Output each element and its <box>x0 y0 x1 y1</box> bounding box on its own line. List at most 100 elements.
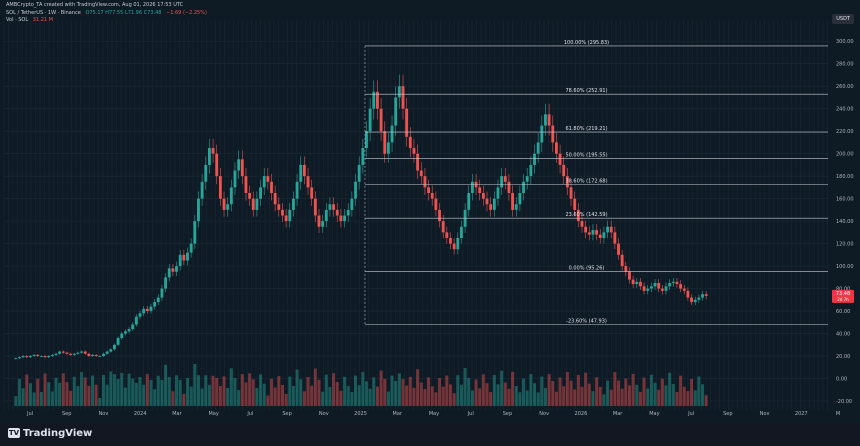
volume-bar <box>438 378 442 406</box>
volume-bar <box>259 374 263 406</box>
fib-level-label: 61.80% (219.21) <box>565 126 607 132</box>
candle-body <box>244 176 248 194</box>
candle-body <box>321 221 325 227</box>
volume-bar <box>481 374 485 406</box>
volume-bar <box>690 379 694 406</box>
x-tick-label: 2025 <box>354 411 367 417</box>
volume-bar <box>660 378 664 406</box>
y-tick-label: 280.00 <box>836 62 854 68</box>
volume-bar <box>598 386 602 406</box>
candle-body <box>266 176 270 182</box>
candle-body <box>197 198 200 222</box>
fib-level-label: 78.60% (252.91) <box>565 88 607 94</box>
candle-body <box>127 329 131 332</box>
candle-body <box>299 164 303 182</box>
volume-bar <box>357 385 361 406</box>
candle-body <box>368 108 372 132</box>
volume-bar <box>182 393 186 406</box>
candle-body <box>156 297 160 303</box>
volume-bar <box>664 385 668 406</box>
candle-body <box>383 131 387 154</box>
candle-body <box>295 181 299 199</box>
candle-body <box>72 353 76 355</box>
candle-body <box>113 344 116 350</box>
volume-bar <box>255 388 259 406</box>
y-tick-label: 100.00 <box>836 264 854 270</box>
candle-body <box>518 193 522 205</box>
candle-body <box>211 148 215 154</box>
candle-body <box>270 181 273 194</box>
volume-bar <box>573 389 577 406</box>
candle-body <box>631 279 635 285</box>
candle-body <box>635 281 639 285</box>
volume-bar <box>123 387 127 406</box>
volume-bar <box>580 386 584 406</box>
candle-body <box>617 243 620 255</box>
candle-body <box>14 358 18 360</box>
candle-body <box>189 243 193 253</box>
candle-body <box>478 187 482 194</box>
candle-body <box>255 198 259 210</box>
candle-body <box>693 299 697 303</box>
volume-bar <box>295 369 299 406</box>
candle-body <box>109 349 113 352</box>
candle-body <box>642 286 646 291</box>
y-tick-label: 0.00 <box>836 377 847 383</box>
volume-bar <box>470 390 474 406</box>
volume-bar <box>642 377 646 406</box>
candle-body <box>357 164 361 182</box>
volume-bar <box>631 373 635 406</box>
candle-body <box>452 243 456 250</box>
volume-bar <box>704 395 708 406</box>
candle-body <box>602 232 606 238</box>
volume-bar <box>127 373 131 406</box>
tradingview-logo[interactable]: TV TradingView <box>8 428 92 439</box>
candle-body <box>215 153 219 177</box>
candle-body <box>686 290 690 298</box>
y-tick-label: 260.00 <box>836 84 854 90</box>
x-tick-label: 2026 <box>575 411 588 417</box>
volume-bar <box>562 386 566 406</box>
volume-bar <box>693 390 697 406</box>
candle-body <box>226 204 230 210</box>
candle-body <box>87 353 91 357</box>
volume-bar <box>112 374 116 406</box>
volume-bar <box>54 377 58 406</box>
volume-bar <box>390 375 394 406</box>
candle-body <box>496 187 500 199</box>
volume-bar <box>379 370 383 406</box>
volume-bar <box>565 372 569 406</box>
volume-bar <box>489 392 493 406</box>
candle-body <box>178 254 182 267</box>
candle-body <box>649 286 653 289</box>
candle-body <box>361 148 365 165</box>
candle-body <box>580 221 584 227</box>
volume-bar <box>679 375 683 406</box>
candle-body <box>390 125 394 143</box>
x-tick-label: May <box>208 411 218 417</box>
symbol-name[interactable]: SOL / TetherUS · 1W · Binance <box>6 9 81 16</box>
volume-bar <box>547 374 551 406</box>
volume-bar <box>496 384 500 406</box>
candle-body <box>50 354 54 357</box>
x-tick-label: Nov <box>99 411 109 417</box>
candle-body <box>343 215 346 222</box>
volume-bar <box>160 380 164 406</box>
y-tick-label: 200.00 <box>836 152 854 158</box>
candle-body <box>193 221 197 244</box>
candle-body <box>138 313 142 317</box>
candle-body <box>441 221 445 233</box>
candle-body <box>540 125 544 143</box>
candle-body <box>273 193 277 205</box>
watermark-line: AMBCrypto_TA created with TradingView.co… <box>6 2 184 8</box>
candle-body <box>58 351 62 354</box>
price-chart[interactable]: -20.00 0.00 20.00 40.00 60.00 80.00 100.00 120.… <box>0 0 860 423</box>
volume-value: 31.21 M <box>32 17 53 23</box>
candle-body <box>281 209 284 216</box>
candle-body <box>262 176 266 188</box>
candle-body <box>328 204 332 210</box>
candle-body <box>149 306 153 312</box>
candle-body <box>544 114 547 126</box>
volume-bar <box>36 378 40 406</box>
currency-badge[interactable]: USDT <box>832 14 854 24</box>
